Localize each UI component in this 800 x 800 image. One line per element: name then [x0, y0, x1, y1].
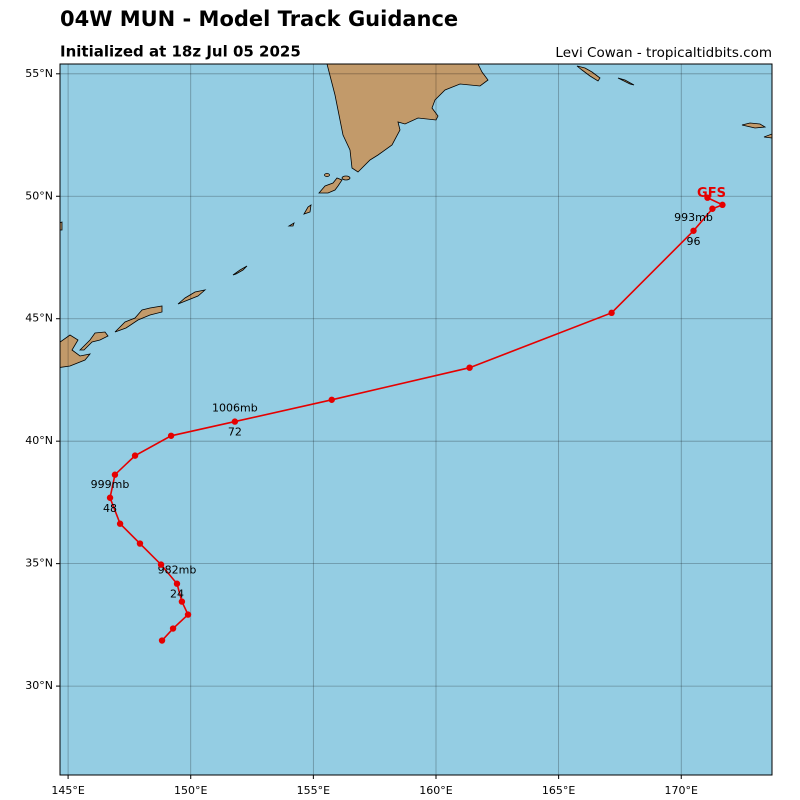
- track-point: [111, 471, 119, 478]
- credit: Levi Cowan - tropicaltidbits.com: [555, 45, 772, 61]
- ocean: [60, 64, 772, 775]
- track-point: [116, 520, 124, 527]
- series-label: GFS: [697, 186, 726, 201]
- x-tick-label: 155°E: [297, 784, 330, 797]
- track-point: [169, 625, 177, 632]
- track-point: [136, 540, 144, 547]
- track-point: [328, 396, 335, 403]
- track-point: [608, 309, 615, 317]
- track-point: [231, 418, 239, 425]
- track-point: [719, 201, 726, 209]
- track-point: [167, 432, 175, 439]
- pressure-label: 1006mb: [212, 402, 258, 415]
- hour-label: 72: [228, 426, 242, 439]
- title: 04W MUN - Model Track Guidance: [60, 7, 458, 31]
- hour-label: 48: [103, 502, 117, 515]
- track-point: [131, 452, 139, 459]
- track-point: [157, 561, 165, 568]
- y-tick-label: 50°N: [25, 189, 53, 202]
- hour-label: 24: [170, 588, 184, 601]
- land: [60, 64, 772, 368]
- x-tick-label: 170°E: [665, 784, 698, 797]
- plot-frame: [59, 63, 773, 776]
- track-point: [106, 494, 114, 501]
- y-tick-label: 55°N: [25, 67, 53, 80]
- pressure-label: 982mb: [158, 564, 197, 577]
- x-tick-label: 150°E: [174, 784, 207, 797]
- track-point: [178, 598, 186, 605]
- track-point: [173, 580, 181, 587]
- track-point: [709, 205, 716, 212]
- track-point: [466, 364, 473, 371]
- track-point: [704, 194, 711, 201]
- pressure-label: 993mb: [674, 211, 713, 224]
- y-tick-label: 40°N: [25, 434, 53, 447]
- track-point: [158, 637, 166, 644]
- y-tick-label: 35°N: [25, 557, 53, 570]
- hour-label: 96: [687, 235, 701, 248]
- track-point: [184, 611, 192, 618]
- x-tick-label: 160°E: [419, 784, 452, 797]
- y-tick-label: 45°N: [25, 312, 53, 325]
- x-tick-label: 145°E: [51, 784, 84, 797]
- subtitle: Initialized at 18z Jul 05 2025: [60, 43, 301, 61]
- y-tick-label: 30°N: [25, 679, 53, 692]
- x-tick-label: 165°E: [542, 784, 575, 797]
- track-point: [690, 227, 697, 234]
- pressure-label: 999mb: [91, 478, 130, 491]
